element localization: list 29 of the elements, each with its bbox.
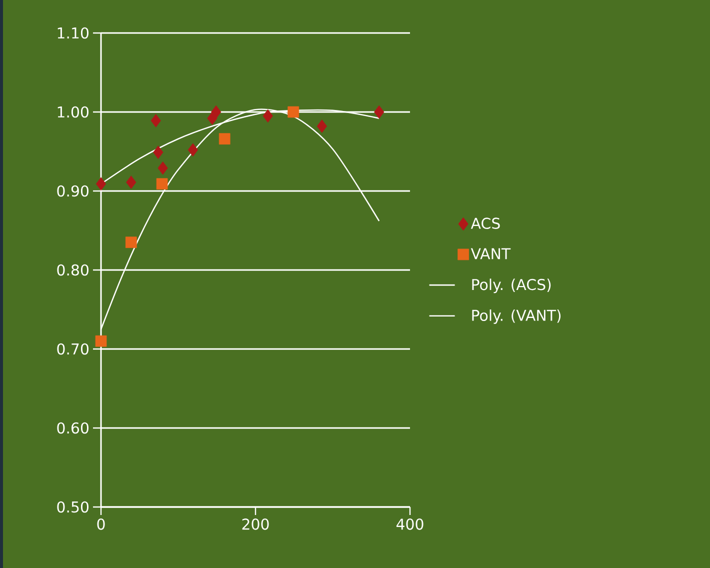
- point: [126, 176, 136, 189]
- point: [218, 133, 230, 145]
- legend-label: VANT: [470, 248, 511, 260]
- point: [95, 335, 107, 347]
- y-tick-label: 1.00: [58, 106, 88, 118]
- x-tick-label: 200: [242, 518, 269, 530]
- point: [153, 146, 164, 159]
- y-tick-label: 0.70: [57, 343, 88, 355]
- point: [374, 105, 384, 119]
- y-tick-label: 1.10: [58, 27, 88, 39]
- y-tick-label: 0.60: [57, 422, 88, 434]
- point: [316, 120, 327, 133]
- y-tick-label: 0.50: [57, 501, 88, 513]
- point: [262, 109, 273, 123]
- legend-label: Poly. (ACS): [472, 278, 551, 294]
- point: [211, 105, 222, 119]
- legend-label: Poly. (VANT): [472, 309, 561, 324]
- point: [125, 236, 137, 248]
- x-tick-label: 0: [97, 518, 105, 530]
- legend-label: ACS: [470, 218, 500, 229]
- x-tick-label: 400: [396, 518, 424, 530]
- y-tick-label: 0.90: [57, 185, 88, 197]
- point: [150, 114, 161, 128]
- point: [288, 106, 300, 118]
- point: [156, 178, 168, 190]
- point: [158, 161, 168, 175]
- point: [188, 143, 198, 157]
- y-tick-label: 0.80: [57, 264, 88, 276]
- point: [96, 177, 106, 191]
